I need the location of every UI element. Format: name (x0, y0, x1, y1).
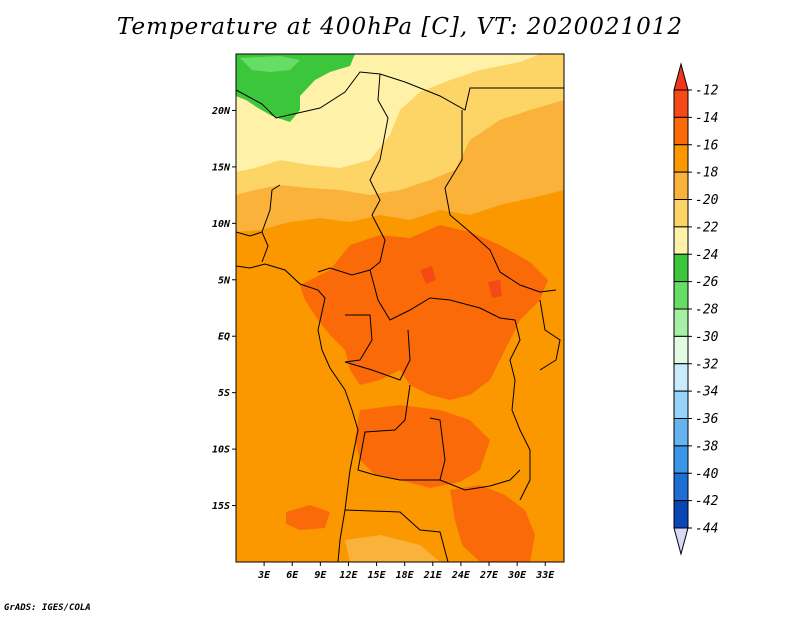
x-tick-label: 18E (396, 570, 415, 581)
colorbar-label: -28 (695, 303, 719, 318)
colorbar-top-arrow (673, 62, 689, 91)
colorbar-box (673, 226, 689, 255)
temperature-field (236, 54, 564, 562)
colorbar-box (673, 199, 689, 228)
colorbar-bottom-arrow (673, 527, 689, 556)
colorbar-box (673, 418, 689, 447)
x-axis: 3E 6E 9E 12E 15E 18E 21E 24E 27E 30E 33E (257, 562, 555, 581)
y-tick-label: 20N (211, 106, 231, 117)
credit-label: GrADS: IGES/COLA (4, 603, 91, 613)
x-tick-label: 15E (368, 570, 387, 581)
field-band-14-southeast (450, 485, 535, 562)
colorbar-box (673, 144, 689, 173)
colorbar-box (673, 500, 689, 529)
colorbar-box (673, 116, 689, 146)
field-band-24 (240, 56, 300, 72)
x-tick-label: 12E (339, 570, 358, 581)
x-tick-label: 3E (257, 570, 271, 581)
colorbar-label: -30 (695, 330, 719, 345)
colorbar-box (673, 335, 689, 365)
colorbar-label: -22 (695, 220, 719, 235)
colorbar-box (673, 472, 689, 502)
colorbar-label: -32 (695, 357, 719, 372)
map-title: Temperature at 400hPa [C], VT: 202002101… (116, 14, 684, 40)
colorbar-label: -16 (695, 138, 719, 153)
colorbar-label: -26 (695, 275, 719, 290)
colorbar-label: -44 (695, 522, 718, 537)
colorbar-box (673, 390, 689, 419)
x-tick-label: 6E (286, 570, 299, 581)
y-tick-label: 15S (212, 501, 230, 512)
colorbar-box (673, 308, 689, 337)
field-band-14-south (355, 405, 490, 488)
colorbar-label: -34 (695, 385, 718, 400)
map-frame (235, 53, 565, 563)
y-tick-label: 5S (218, 388, 230, 399)
x-tick-label: 27E (479, 570, 499, 581)
field-band-20 (236, 54, 540, 172)
country-borders (236, 71, 564, 562)
colorbar-box (673, 281, 689, 310)
field-band-12 (420, 266, 436, 284)
colorbar-label: -36 (695, 412, 719, 427)
y-tick-label: EQ (218, 332, 230, 343)
y-tick-label: 5N (218, 275, 231, 286)
colorbar-label: -12 (695, 84, 719, 99)
colorbar-box (673, 363, 689, 392)
colorbar-box (673, 89, 689, 118)
colorbar-box (673, 171, 689, 200)
y-tick-label: 15N (212, 162, 231, 173)
colorbar-label: -42 (695, 494, 719, 509)
x-tick-label: 9E (314, 570, 327, 581)
field-band-14-southwest (286, 505, 330, 530)
x-tick-label: 21E (423, 570, 443, 581)
colorbar-label: -24 (695, 248, 718, 263)
colorbar: -12 -14 -16 -18 -20 -22 -24 -26 -28 -30 -32 -34 -36 -… (673, 62, 719, 556)
colorbar-label: -40 (695, 467, 719, 482)
x-tick-label: 24E (451, 570, 471, 581)
y-tick-label: 10S (212, 445, 230, 456)
colorbar-label: -18 (695, 166, 719, 181)
colorbar-box (673, 445, 689, 474)
field-band-16-south (345, 535, 440, 562)
colorbar-label: -38 (695, 439, 719, 454)
y-tick-label: 10N (212, 219, 231, 230)
y-axis: 20N 15N 10N 5N EQ 5S 10S 15S (211, 106, 236, 512)
field-band-12-east (488, 280, 502, 298)
x-tick-label: 30E (507, 570, 527, 581)
colorbar-box (673, 253, 689, 283)
x-tick-label: 33E (535, 570, 555, 581)
colorbar-label: -14 (695, 111, 718, 126)
colorbar-label: -20 (695, 193, 719, 208)
